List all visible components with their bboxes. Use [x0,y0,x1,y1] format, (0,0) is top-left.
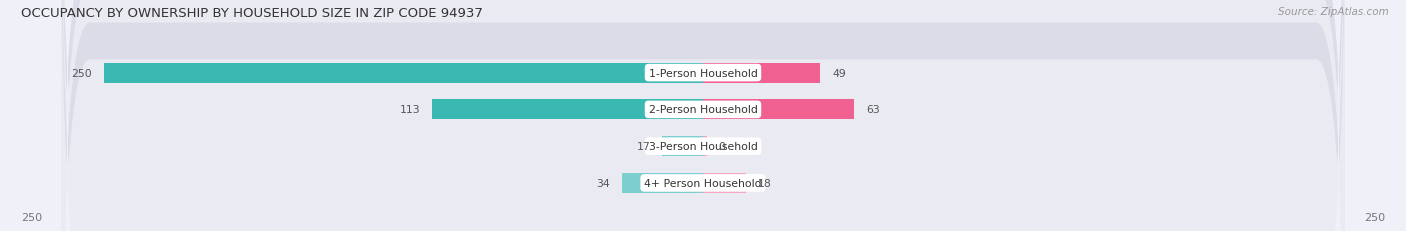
Bar [703,100,853,120]
Text: 250: 250 [72,68,93,78]
Text: 250: 250 [21,212,42,222]
Bar [432,100,703,120]
Text: 4+ Person Household: 4+ Person Household [644,178,762,188]
Bar [621,173,703,193]
FancyBboxPatch shape [60,0,1346,231]
Text: 63: 63 [866,105,880,115]
Bar [703,137,707,156]
Bar [662,137,703,156]
Text: 113: 113 [399,105,420,115]
Text: 34: 34 [596,178,610,188]
Text: 18: 18 [758,178,772,188]
Text: 1-Person Household: 1-Person Household [648,68,758,78]
Text: 17: 17 [637,142,651,152]
FancyBboxPatch shape [60,0,1346,231]
Bar [703,63,820,83]
FancyBboxPatch shape [60,0,1346,231]
Bar [104,63,703,83]
Text: 2-Person Household: 2-Person Household [648,105,758,115]
Text: 0: 0 [718,142,725,152]
Text: 250: 250 [1364,212,1385,222]
Text: Source: ZipAtlas.com: Source: ZipAtlas.com [1278,7,1389,17]
Text: 49: 49 [832,68,846,78]
Bar [703,173,747,193]
FancyBboxPatch shape [60,0,1346,231]
Text: OCCUPANCY BY OWNERSHIP BY HOUSEHOLD SIZE IN ZIP CODE 94937: OCCUPANCY BY OWNERSHIP BY HOUSEHOLD SIZE… [21,7,484,20]
Text: 3-Person Household: 3-Person Household [648,142,758,152]
